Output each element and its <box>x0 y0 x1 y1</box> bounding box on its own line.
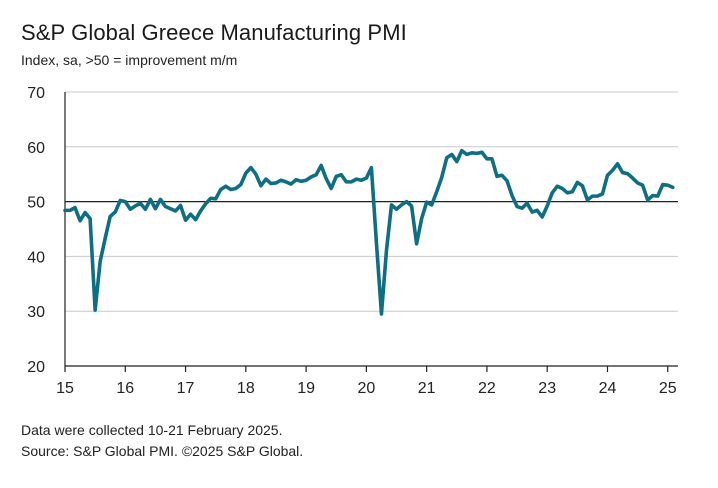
x-tick-label: 15 <box>56 380 74 397</box>
y-tick-label: 70 <box>27 85 45 102</box>
series-line-pmi <box>63 148 675 316</box>
grid-layer <box>65 91 678 312</box>
data-collection-note: Data were collected 10-21 February 2025. <box>21 422 283 438</box>
x-tick-label: 17 <box>177 380 195 397</box>
x-tick-label: 23 <box>538 380 556 397</box>
y-tick-label: 30 <box>27 304 45 321</box>
x-tick-label: 25 <box>659 380 677 397</box>
y-tick-label: 50 <box>27 195 45 212</box>
y-tick-label: 60 <box>27 140 45 157</box>
y-tick-label: 20 <box>27 359 45 376</box>
x-tick-label: 18 <box>237 380 255 397</box>
axis-layer <box>64 92 678 372</box>
x-tick-label: 20 <box>357 380 375 397</box>
x-tick-label: 22 <box>478 380 496 397</box>
line-chart: 20 30 40 50 60 70 15 16 17 18 19 20 21 22 23 24 25 <box>27 85 678 397</box>
x-tick-label: 19 <box>297 380 315 397</box>
x-tick-label: 16 <box>116 380 134 397</box>
y-tick-label: 40 <box>27 249 45 266</box>
chart-subtitle: Index, sa, >50 = improvement m/m <box>21 52 238 68</box>
source-note: Source: S&P Global PMI. ©2025 S&P Global… <box>21 443 304 459</box>
chart-title: S&P Global Greece Manufacturing PMI <box>21 20 407 45</box>
x-tick-label: 24 <box>599 380 617 397</box>
x-tick-label: 21 <box>418 380 436 397</box>
label-layer: 20 30 40 50 60 70 15 16 17 18 19 20 21 22 23 24 25 <box>27 85 677 397</box>
series-layer <box>63 148 675 316</box>
